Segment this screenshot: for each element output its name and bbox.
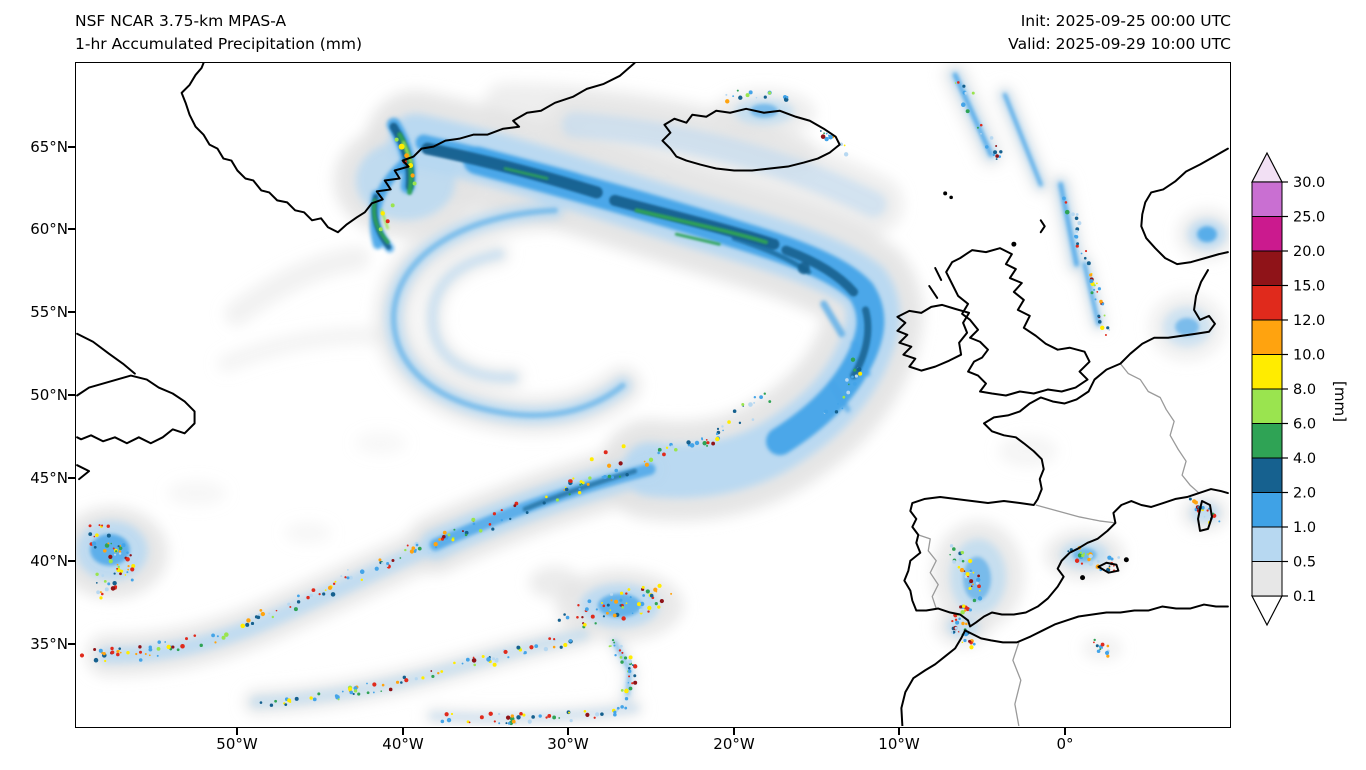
coast-norway: [1140, 147, 1229, 266]
lat-tick: [68, 228, 75, 230]
lon-tick-label: 10°W: [878, 735, 920, 753]
lon-tick-label: 30°W: [547, 735, 589, 753]
lon-tick: [1064, 728, 1066, 735]
coastline-layer: [76, 63, 1229, 726]
colorbar-tickmarks: [1282, 181, 1288, 597]
colorbar-unit-label: [mm]: [1331, 381, 1349, 422]
valid-time: Valid: 2025-09-29 10:00 UTC: [1008, 35, 1231, 53]
colorbar-tick-label: 12.0: [1293, 313, 1325, 329]
lat-tick: [68, 560, 75, 562]
coast-greenland: [180, 63, 636, 234]
colorbar-tick-label: 20.0: [1293, 244, 1325, 260]
island-faroe: [949, 195, 953, 200]
colorbar-tick-label: 1.0: [1293, 520, 1316, 536]
lon-tick: [402, 728, 404, 735]
lat-tick-label: 35°N: [30, 635, 68, 653]
colorbar-tick-label: 2.0: [1293, 486, 1316, 502]
precip-speckle-layer: [79, 81, 1221, 726]
lat-tick-label: 45°N: [30, 469, 68, 487]
figure-title: NSF NCAR 3.75-km MPAS-A 1-hr Accumulated…: [75, 10, 362, 56]
lat-tick: [68, 311, 75, 313]
coast-britain: [945, 247, 1091, 397]
island-ibiza: [1080, 575, 1086, 581]
colorbar-tick-label: 15.0: [1293, 279, 1325, 295]
lon-tick: [733, 728, 735, 735]
variable-name: 1-hr Accumulated Precipitation (mm): [75, 35, 362, 53]
island-hebrides: [928, 284, 939, 299]
lat-tick: [68, 394, 75, 396]
lat-tick: [68, 477, 75, 479]
colorbar-tick-label: 10.0: [1293, 348, 1325, 364]
map-canvas: [75, 62, 1231, 728]
colorbar-segments: [1251, 181, 1283, 597]
colorbar-tick-label: 0.5: [1293, 555, 1316, 571]
colorbar-over-arrow: [1251, 151, 1283, 183]
lon-tick: [898, 728, 900, 735]
lat-tick-label: 55°N: [30, 303, 68, 321]
lat-tick: [68, 146, 75, 148]
lon-tick-label: 40°W: [382, 735, 424, 753]
init-time: Init: 2025-09-25 00:00 UTC: [1020, 12, 1231, 30]
coast-africa: [900, 603, 1229, 726]
lon-tick-label: 20°W: [713, 735, 755, 753]
lat-tick: [68, 643, 75, 645]
coast-newfoundland: [76, 374, 196, 445]
coast-europe-atlantic: [903, 269, 1229, 628]
colorbar-tick-label: 4.0: [1293, 451, 1316, 467]
colorbar-under-arrow: [1251, 595, 1283, 627]
lat-tick-label: 60°N: [30, 220, 68, 238]
coast-labrador: [76, 332, 136, 375]
island-corsica: [1197, 500, 1213, 532]
coast-novascotia: [76, 464, 91, 481]
colorbar: 30.0 25.0 20.0 15.0 12.0 10.0 8.0 6.0 4.…: [1251, 151, 1325, 627]
lon-tick: [567, 728, 569, 735]
precip-green-layer: [372, 132, 768, 246]
island-mallorca: [1097, 561, 1120, 574]
map-svg: [76, 63, 1229, 726]
country-border-layer: [918, 363, 1200, 726]
lat-tick-label: 40°N: [30, 552, 68, 570]
lon-tick-label: 50°W: [216, 735, 258, 753]
island-orkney: [1011, 241, 1017, 247]
lon-tick: [236, 728, 238, 735]
colorbar-tick-label: 25.0: [1293, 210, 1325, 226]
island-hebrides: [934, 267, 943, 282]
lat-tick-label: 65°N: [30, 138, 68, 156]
coast-iceland: [661, 107, 841, 172]
colorbar-tick-labels: 30.0 25.0 20.0 15.0 12.0 10.0 8.0 6.0 4.…: [1293, 175, 1325, 605]
island-faroe: [943, 191, 948, 196]
lat-tick-label: 50°N: [30, 386, 68, 404]
island-shetland: [1039, 219, 1046, 234]
island-menorca: [1123, 557, 1129, 563]
colorbar-tick-label: 30.0: [1293, 175, 1325, 191]
colorbar-tick-label: 0.1: [1293, 589, 1316, 605]
figure-times: Init: 2025-09-25 00:00 UTC Valid: 2025-0…: [1008, 10, 1231, 56]
colorbar-tick-label: 6.0: [1293, 417, 1316, 433]
lon-tick-label: 0°: [1056, 735, 1074, 753]
model-name: NSF NCAR 3.75-km MPAS-A: [75, 12, 287, 30]
colorbar-tick-label: 8.0: [1293, 382, 1316, 398]
coast-ireland: [896, 303, 971, 372]
